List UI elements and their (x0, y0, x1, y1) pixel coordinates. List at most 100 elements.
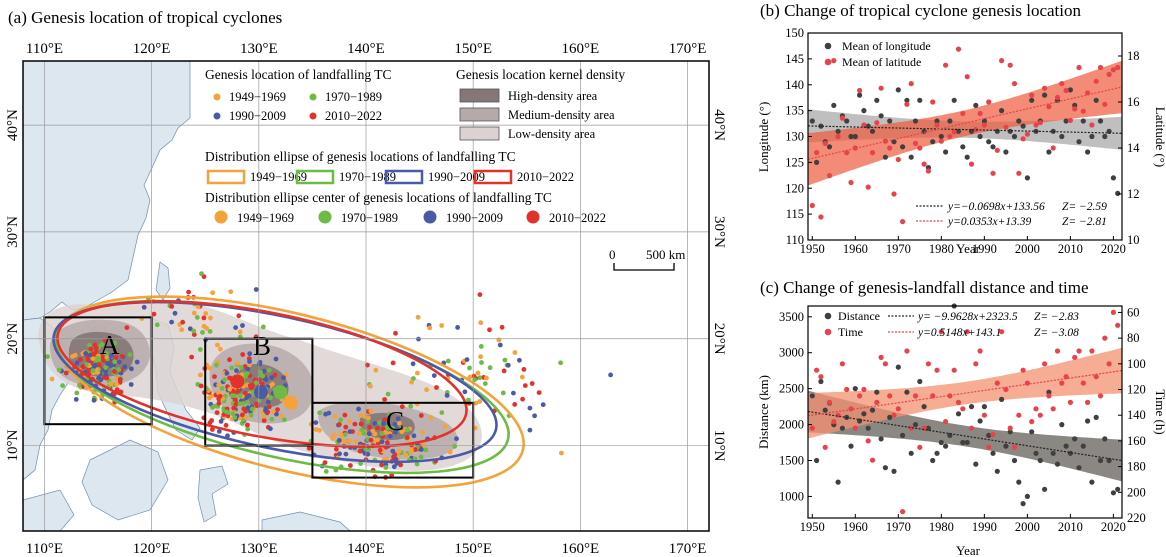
panel-b-point (1007, 128, 1013, 134)
genesis-point (520, 396, 525, 402)
panel-b-point (1024, 175, 1030, 181)
panel-b-point (844, 118, 850, 124)
panel-c-xtick-label: 1990 (972, 520, 997, 534)
genesis-point (225, 433, 230, 439)
genesis-point (134, 359, 140, 365)
genesis-point (245, 426, 251, 432)
genesis-point (200, 330, 205, 335)
genesis-point (103, 338, 108, 343)
panel-b-point (887, 145, 893, 151)
panel-c-point (908, 450, 914, 456)
genesis-point (261, 413, 267, 419)
genesis-point (101, 358, 106, 363)
genesis-point (500, 390, 506, 396)
genesis-point (249, 406, 255, 412)
ellipse-center-1990 (253, 385, 268, 400)
panel-c-point (826, 399, 833, 405)
map-area: A B C (23, 61, 709, 531)
panel-c-point (999, 396, 1005, 402)
panel-b-point (1063, 87, 1069, 94)
legend-point-label-1949: 1949−1969 (229, 90, 286, 104)
panel-b-point (1115, 64, 1121, 71)
legend-point-1990 (213, 112, 221, 120)
panel-b-point (990, 170, 996, 176)
panel-b-point (874, 120, 880, 126)
genesis-point (186, 289, 192, 295)
panel-b-ylabel-right: Latitude (°) (1153, 107, 1166, 167)
genesis-point (207, 365, 213, 371)
panel-c-point (861, 411, 867, 417)
genesis-point (112, 340, 118, 346)
panel-c-point (891, 468, 897, 474)
genesis-point (63, 370, 69, 376)
genesis-point (268, 395, 273, 401)
genesis-point (191, 310, 197, 316)
panel-b-point (1007, 62, 1013, 68)
panel-b-chart: (b) Change of tropical cyclone genesis l… (756, 1, 1166, 256)
genesis-point (230, 411, 236, 417)
genesis-point (439, 323, 445, 328)
panel-c-ytick-left-label: 2500 (779, 382, 804, 396)
panel-c-frame (807, 305, 1123, 519)
genesis-point (270, 381, 275, 387)
genesis-point (91, 351, 97, 357)
genesis-point (227, 357, 232, 363)
genesis-point (357, 448, 363, 454)
genesis-point (398, 462, 403, 468)
panel-b-point (861, 108, 867, 114)
genesis-point (269, 416, 275, 422)
panel-b-xtick-label: 1970 (886, 242, 911, 256)
panel-c-ylabel-left: Distance (km) (756, 375, 771, 449)
panel-b-trend-1 (807, 86, 1123, 160)
panel-b-point (1115, 190, 1121, 196)
panel-c-point (1085, 418, 1091, 424)
genesis-point (395, 416, 401, 422)
panel-b-ytick-left-label: 135 (785, 104, 804, 118)
panel-c-point (839, 361, 846, 367)
panel-c-point (852, 386, 858, 392)
panel-b-z2: Z= −2.81 (1062, 216, 1107, 228)
genesis-point (522, 383, 528, 388)
genesis-point (56, 367, 62, 373)
genesis-point (191, 328, 197, 334)
genesis-point (382, 397, 387, 402)
panel-b-point (1076, 139, 1082, 145)
genesis-point (377, 447, 383, 453)
genesis-point (317, 410, 323, 416)
genesis-point (240, 412, 245, 418)
genesis-point (358, 461, 363, 466)
panel-b-legend: Mean of longitude Mean of latitude (824, 39, 931, 69)
genesis-point (273, 356, 279, 362)
landmass-borneo (81, 439, 169, 521)
genesis-point (45, 354, 50, 359)
panel-b-point (826, 173, 833, 179)
landmass-taiwan (155, 261, 171, 301)
genesis-point (260, 324, 266, 330)
genesis-point (353, 439, 359, 445)
panel-c-point (968, 425, 975, 431)
panel-c-point (822, 444, 828, 450)
genesis-point (390, 360, 396, 366)
genesis-point (373, 367, 379, 373)
panel-b-point (986, 99, 992, 105)
legend-ellipse-1970 (295, 169, 335, 185)
panel-b-point (1020, 136, 1026, 142)
genesis-point (434, 385, 439, 390)
panel-b-point (848, 133, 854, 140)
genesis-point (93, 345, 99, 351)
panel-c-point (960, 439, 966, 446)
legend-center-label-1949: 1949−1969 (237, 211, 294, 225)
genesis-point (191, 332, 197, 337)
panel-b-point (1029, 97, 1035, 103)
panel-b-point (1059, 81, 1065, 87)
genesis-point (403, 452, 409, 458)
genesis-point (245, 366, 251, 372)
genesis-point (532, 413, 537, 419)
genesis-point (229, 393, 235, 398)
genesis-point (217, 393, 223, 399)
genesis-point (83, 351, 88, 356)
genesis-point (379, 439, 385, 445)
panel-c-point (990, 450, 996, 456)
panel-b-point (882, 154, 889, 160)
genesis-point (141, 304, 147, 310)
